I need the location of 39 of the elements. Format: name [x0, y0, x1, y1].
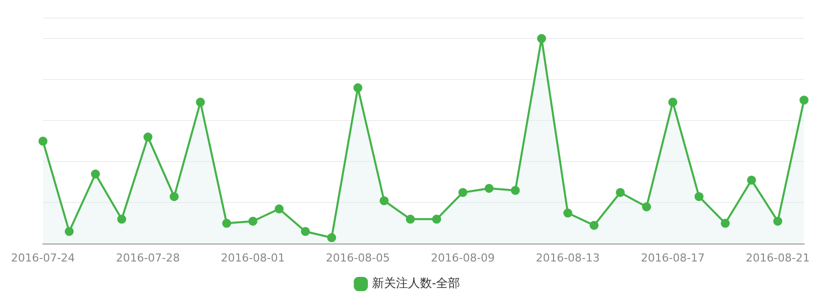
point [353, 83, 362, 92]
x-tick-label: 2016-08-21 [746, 251, 810, 264]
point [563, 208, 572, 218]
point [642, 202, 652, 212]
point [117, 214, 126, 224]
point [694, 192, 704, 202]
point [222, 218, 232, 228]
x-tick-label: 2016-08-13 [536, 251, 600, 264]
point [720, 218, 730, 228]
point [274, 204, 284, 214]
point [616, 188, 625, 197]
point [170, 192, 179, 202]
point [590, 220, 599, 230]
point [64, 226, 74, 236]
point [800, 96, 808, 105]
point [537, 34, 546, 44]
point [747, 176, 756, 185]
x-tick-label: 2016-07-24 [10, 251, 75, 264]
point [773, 216, 782, 226]
point [484, 184, 494, 193]
x-tick-label: 2016-08-17 [640, 251, 705, 264]
point [432, 214, 442, 224]
x-tick-label: 2016-08-05 [326, 251, 390, 264]
point [196, 98, 205, 107]
point [300, 226, 310, 236]
point [38, 136, 48, 146]
point [458, 188, 468, 197]
point [327, 233, 336, 242]
point [406, 214, 415, 224]
point [90, 170, 100, 179]
point [248, 216, 258, 226]
point [510, 186, 520, 195]
legend-label: 新关注人数-全部 [372, 276, 460, 290]
point [668, 98, 678, 107]
x-tick-label: 2016-07-28 [116, 251, 180, 264]
x-tick-label: 2016-08-01 [220, 251, 285, 264]
x-tick-label: 2016-08-09 [430, 251, 495, 264]
point [380, 196, 389, 206]
point [143, 132, 152, 142]
